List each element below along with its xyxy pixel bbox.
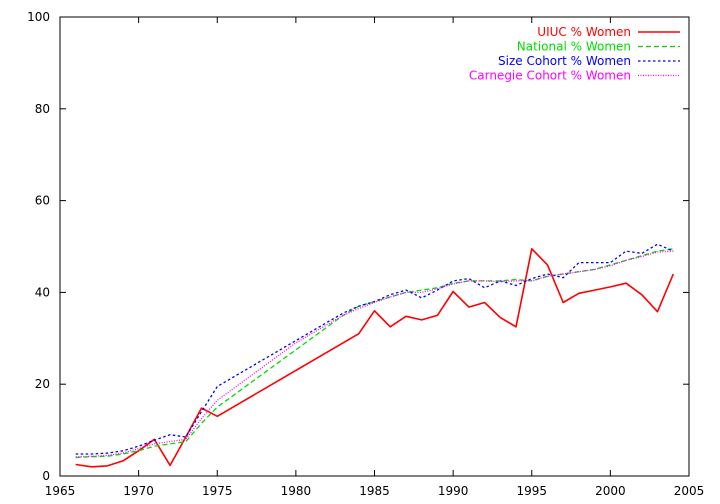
x-axis: 1965 1970 1975 1980 1985 1990 1995 2000 2005 [45, 17, 705, 498]
x-tick-label: 2000 [595, 484, 626, 498]
series-line [75, 250, 674, 458]
legend-label: Carnegie Cohort % Women [469, 69, 631, 83]
x-tick-label: 2005 [674, 484, 705, 498]
legend-label: National % Women [517, 40, 631, 54]
x-tick-label: 1970 [123, 484, 154, 498]
x-tick-label: 1965 [45, 484, 76, 498]
series-line [75, 243, 674, 455]
x-tick-label: 1990 [438, 484, 469, 498]
x-tick-label: 1975 [202, 484, 233, 498]
y-tick-label: 0 [42, 469, 50, 483]
x-tick-label: 1980 [281, 484, 312, 498]
y-tick-label: 80 [35, 102, 50, 116]
series-line [75, 248, 674, 459]
x-tick-label: 1995 [516, 484, 547, 498]
y-axis: 0 20 40 60 80 100 [27, 10, 689, 483]
series-line [75, 248, 675, 468]
y-tick-label: 100 [27, 10, 50, 24]
legend-label: Size Cohort % Women [498, 54, 631, 68]
y-tick-label: 60 [35, 194, 50, 208]
x-tick-label: 1985 [359, 484, 390, 498]
y-tick-label: 40 [35, 285, 50, 299]
plot-frame-border [59, 16, 690, 477]
y-tick-label: 20 [35, 377, 50, 391]
legend-label: UIUC % Women [537, 25, 631, 39]
series-lines [75, 243, 675, 468]
plot-frame [59, 16, 690, 477]
